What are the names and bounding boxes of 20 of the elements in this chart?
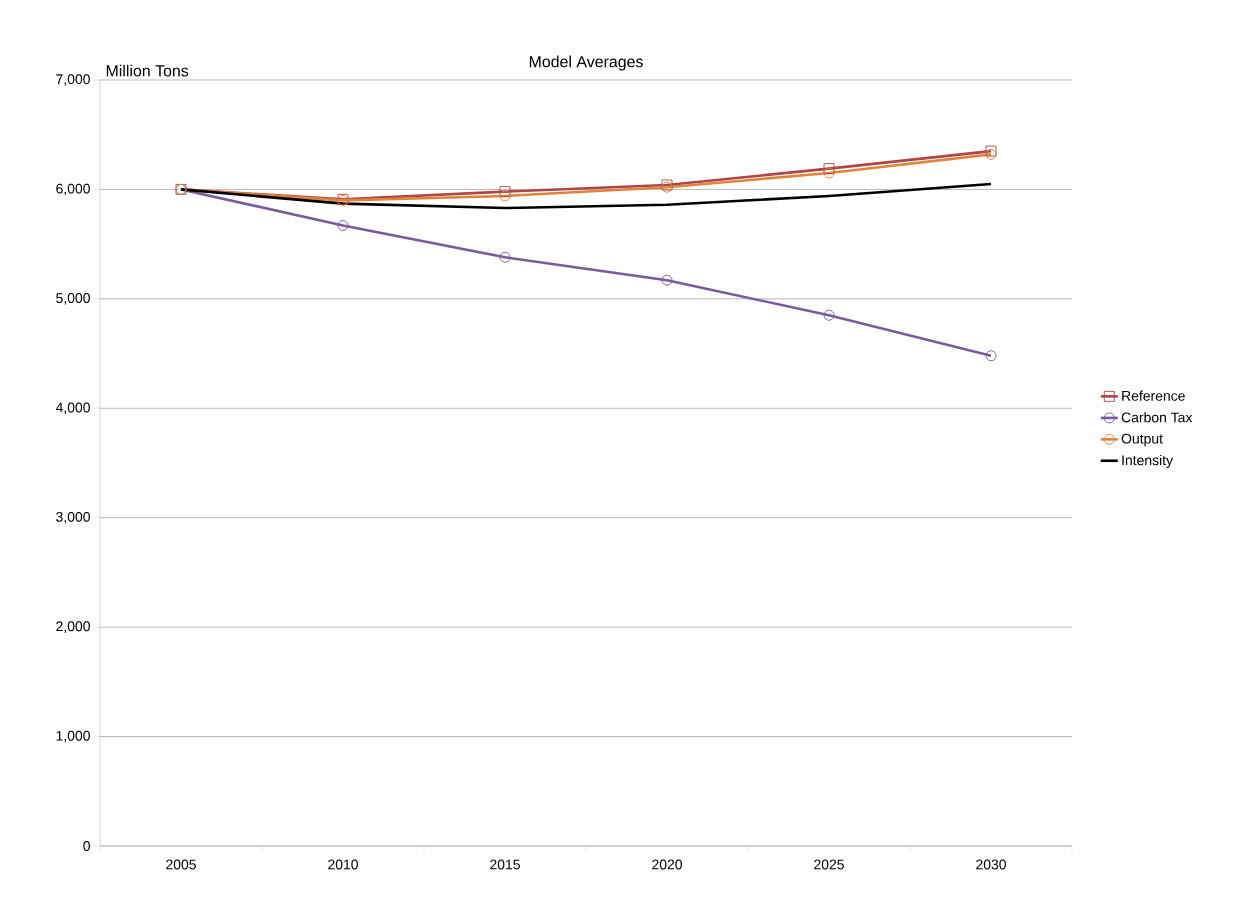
- legend-label: Output: [1121, 433, 1163, 447]
- x-tick-label: 2005: [166, 859, 196, 870]
- y-tick-label: 1,000: [56, 730, 90, 743]
- y-tick-label: 5,000: [56, 293, 90, 305]
- x-tick-label: 2030: [976, 859, 1006, 870]
- y-tick-label: 6,000: [56, 183, 90, 196]
- chart-title: Model Averages: [529, 55, 643, 71]
- x-tick-label: 2010: [328, 859, 358, 870]
- legend-label: Carbon Tax: [1121, 412, 1193, 423]
- y-tick-label: 7,000: [56, 74, 90, 86]
- x-tick-label: 2020: [652, 859, 682, 870]
- x-tick-label: 2015: [490, 859, 520, 870]
- y-tick-label: 0: [83, 841, 90, 851]
- y-axis-title: Million Tons: [106, 64, 189, 77]
- y-tick-label: 2,000: [56, 621, 90, 633]
- y-tick-label: 4,000: [55, 402, 90, 415]
- x-tick-label: 2025: [814, 859, 844, 870]
- legend-label: Reference: [1122, 390, 1185, 401]
- y-tick-label: 3,000: [56, 511, 90, 524]
- legend-label: Intensity: [1122, 454, 1174, 468]
